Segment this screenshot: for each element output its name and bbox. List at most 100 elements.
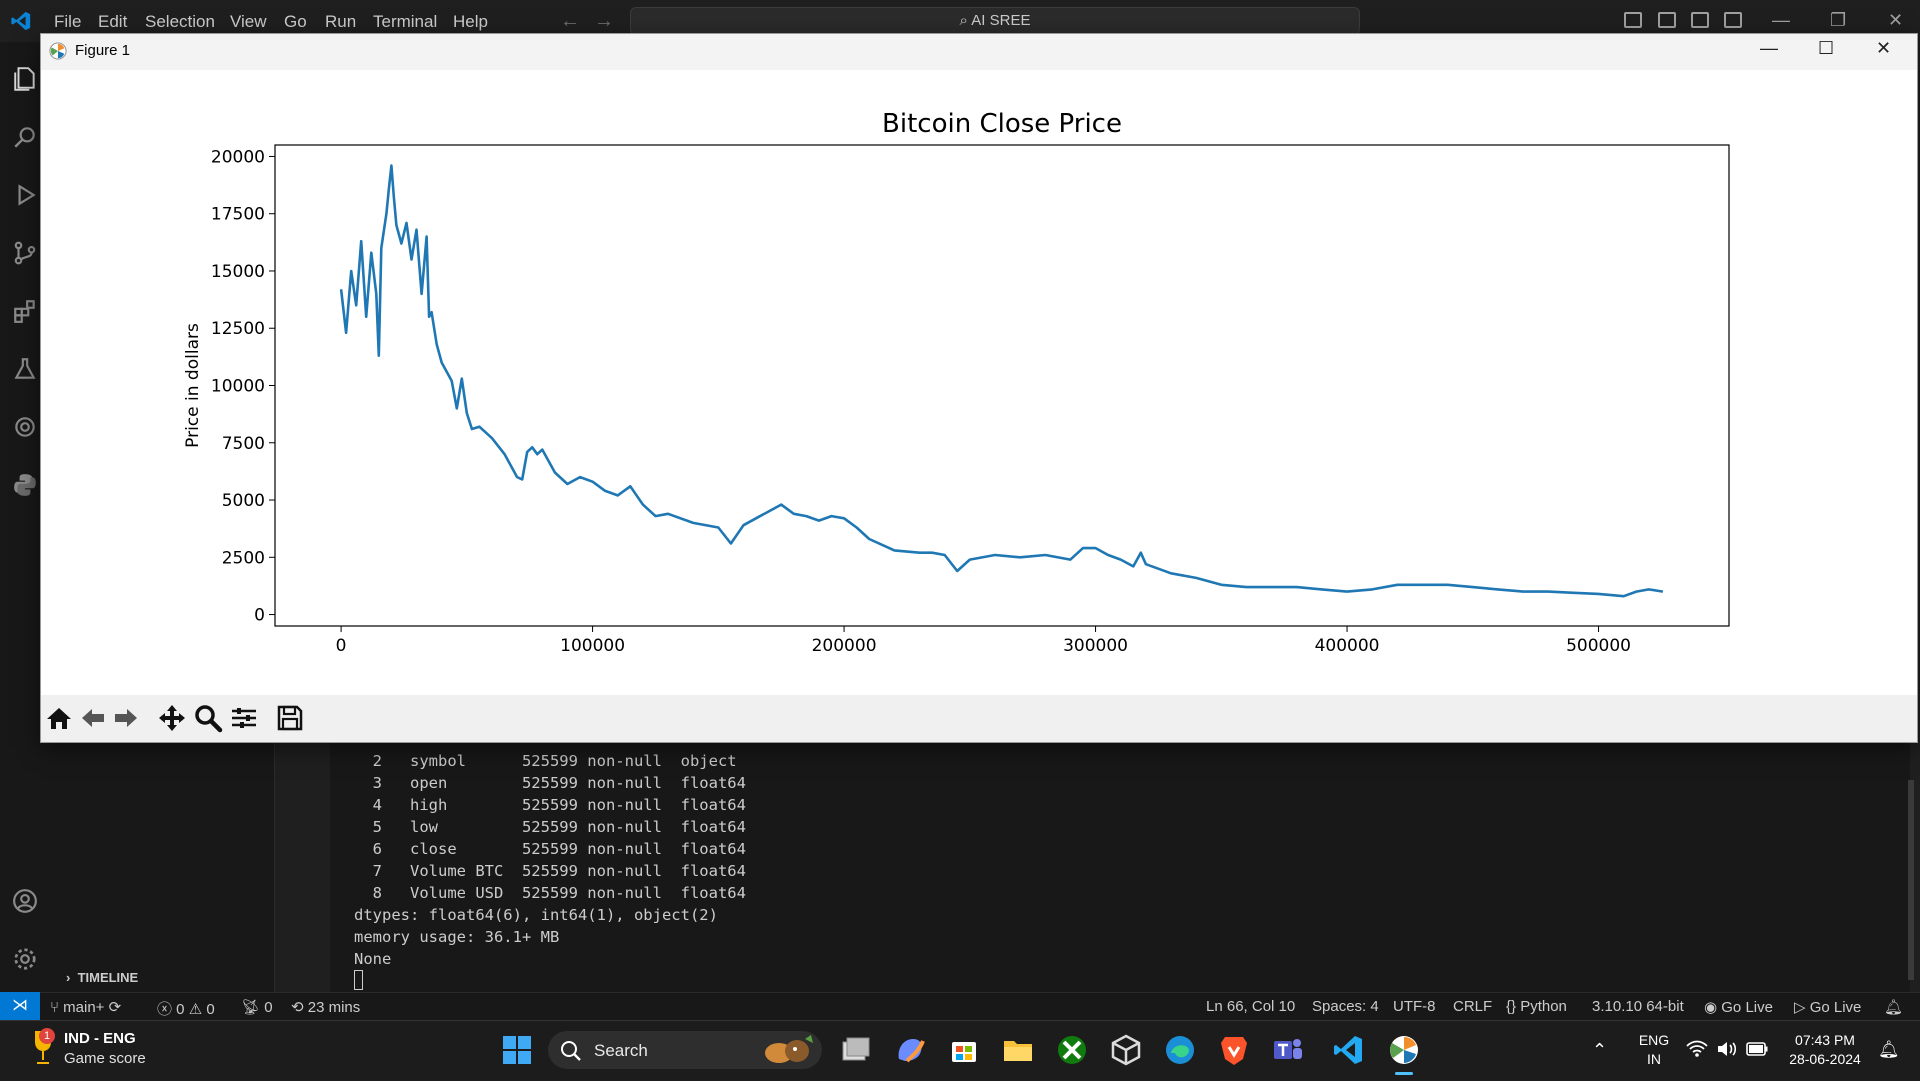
battery-icon[interactable] bbox=[1746, 1042, 1768, 1056]
menu-file[interactable]: File bbox=[54, 12, 82, 31]
notifications-bell-icon[interactable]: 🔔︎ bbox=[1884, 999, 1904, 1016]
x-tick-label: 300000 bbox=[1063, 636, 1128, 656]
warning-icon: ⚠ bbox=[188, 1001, 207, 1018]
configure-icon[interactable] bbox=[229, 703, 259, 733]
figure-canvas[interactable]: Bitcoin Close Price Price in dollars 0 2500… bbox=[41, 70, 1917, 695]
vscode-restore-icon[interactable]: ❐ bbox=[1830, 10, 1847, 30]
problems-indicator[interactable]: ⓧ 0 ⚠ 0 bbox=[157, 998, 215, 1019]
vscode-taskbar-icon[interactable] bbox=[1331, 1033, 1365, 1067]
matplotlib-taskbar-icon[interactable] bbox=[1387, 1033, 1421, 1067]
windows-start-icon[interactable] bbox=[500, 1033, 534, 1067]
toggle-sidebar-icon[interactable] bbox=[1624, 12, 1642, 28]
timeline-section-header[interactable]: › TIMELINE bbox=[66, 970, 138, 985]
zoom-icon[interactable] bbox=[193, 703, 223, 733]
toggle-secondary-sidebar-icon[interactable] bbox=[1691, 12, 1709, 28]
indentation[interactable]: Spaces: 4 bbox=[1312, 998, 1379, 1015]
brave-icon[interactable] bbox=[1217, 1033, 1251, 1067]
search-icon[interactable] bbox=[12, 124, 38, 150]
figure-toolbar bbox=[41, 695, 1917, 742]
figure-maximize-icon[interactable]: ☐ bbox=[1818, 38, 1835, 58]
language-bottom[interactable]: IN bbox=[1647, 1051, 1661, 1067]
tray-overflow-chevron-icon[interactable]: ⌃ bbox=[1592, 1040, 1608, 1060]
widget-title: IND - ENG bbox=[64, 1030, 136, 1047]
figure-titlebar[interactable] bbox=[41, 34, 1917, 70]
home-icon[interactable] bbox=[44, 703, 74, 733]
language-label: Python bbox=[1520, 998, 1567, 1015]
menu-help[interactable]: Help bbox=[453, 12, 488, 31]
x-tick-label: 500000 bbox=[1566, 636, 1631, 656]
vscode-logo-icon bbox=[11, 11, 31, 31]
back-arrow-icon[interactable] bbox=[78, 703, 108, 733]
end-of-line[interactable]: CRLF bbox=[1453, 998, 1493, 1015]
nav-back-icon[interactable]: ← bbox=[560, 10, 580, 32]
figure-close-icon[interactable]: ✕ bbox=[1876, 38, 1892, 58]
command-center-label: AI SREE bbox=[971, 12, 1031, 29]
settings-gear-icon[interactable] bbox=[12, 946, 38, 972]
volume-icon[interactable] bbox=[1716, 1040, 1738, 1058]
save-icon[interactable] bbox=[275, 703, 305, 733]
go-live-button-1[interactable]: ◉ Go Live bbox=[1704, 998, 1773, 1016]
vscode-close-icon[interactable]: ✕ bbox=[1888, 10, 1904, 30]
teams-icon[interactable] bbox=[1271, 1033, 1305, 1067]
terminal-line: 2 symbol 525599 non-null object bbox=[354, 752, 737, 770]
python-icon[interactable] bbox=[12, 472, 38, 498]
edge-icon[interactable] bbox=[1163, 1033, 1197, 1067]
customize-layout-icon[interactable] bbox=[1724, 12, 1742, 28]
history-icon: ⟲ bbox=[291, 999, 308, 1016]
pan-icon[interactable] bbox=[157, 703, 187, 733]
virtualbox-icon[interactable] bbox=[1109, 1033, 1143, 1067]
explorer-icon[interactable] bbox=[12, 66, 38, 92]
terminal-line: 4 high 525599 non-null float64 bbox=[354, 796, 746, 814]
language-mode[interactable]: {} Python bbox=[1506, 998, 1567, 1015]
go-live-button-2[interactable]: ▷ Go Live bbox=[1794, 998, 1861, 1016]
xbox-icon[interactable] bbox=[1055, 1033, 1089, 1067]
git-branch[interactable]: ⑂ main+ ⟳ bbox=[50, 998, 121, 1016]
clock-time[interactable]: 07:43 PM bbox=[1795, 1032, 1855, 1048]
source-control-icon[interactable] bbox=[12, 240, 38, 266]
extensions-icon[interactable] bbox=[12, 298, 38, 324]
encoding[interactable]: UTF-8 bbox=[1393, 998, 1436, 1015]
microsoft-store-icon[interactable] bbox=[947, 1033, 981, 1067]
menu-go[interactable]: Go bbox=[284, 12, 307, 31]
command-center[interactable]: ⌕ AI SREE bbox=[630, 7, 1360, 35]
menu-edit[interactable]: Edit bbox=[98, 12, 128, 31]
activity-bar bbox=[0, 42, 48, 992]
x-tick-label: 200000 bbox=[812, 636, 877, 656]
testing-icon[interactable] bbox=[12, 356, 38, 382]
cursor-position[interactable]: Ln 66, Col 10 bbox=[1206, 998, 1296, 1015]
run-debug-icon[interactable] bbox=[12, 182, 38, 208]
terminal-scrollbar[interactable] bbox=[1908, 780, 1914, 980]
news-widget[interactable]: 1 bbox=[30, 1028, 170, 1070]
time-tracker[interactable]: ⟲ 23 mins bbox=[291, 998, 360, 1016]
notification-bell-icon[interactable]: 🔔︎ bbox=[1878, 1040, 1900, 1059]
menu-view[interactable]: View bbox=[230, 12, 267, 31]
ai-assistant-icon[interactable] bbox=[12, 414, 38, 440]
search-icon bbox=[561, 1041, 581, 1061]
ports-count: 0 bbox=[264, 999, 273, 1016]
ports-indicator[interactable]: 📡︎ 0 bbox=[241, 998, 273, 1016]
bitcoin-close-price-chart[interactable]: Bitcoin Close Price Price in dollars 0 2500… bbox=[41, 70, 1917, 695]
python-interpreter[interactable]: 3.10.10 64-bit bbox=[1592, 998, 1684, 1015]
wifi-icon[interactable] bbox=[1686, 1040, 1708, 1058]
accounts-icon[interactable] bbox=[12, 888, 38, 914]
toggle-panel-icon[interactable] bbox=[1658, 12, 1676, 28]
remote-indicator-icon[interactable]: ⋊ bbox=[0, 992, 40, 1020]
figure-minimize-icon[interactable]: — bbox=[1760, 38, 1778, 58]
nav-forward-icon[interactable]: → bbox=[594, 10, 614, 32]
chevron-right-icon: › bbox=[66, 970, 78, 985]
git-branch-label: main+ bbox=[63, 999, 105, 1016]
y-axis-label: Price in dollars bbox=[183, 323, 203, 448]
copilot-icon[interactable] bbox=[893, 1033, 927, 1067]
y-tick-label: 5000 bbox=[222, 491, 265, 511]
menu-terminal[interactable]: Terminal bbox=[373, 12, 438, 31]
terminal-line: 7 Volume BTC 525599 non-null float64 bbox=[354, 862, 746, 880]
forward-arrow-icon[interactable] bbox=[111, 703, 141, 733]
menu-selection[interactable]: Selection bbox=[145, 12, 215, 31]
menu-run[interactable]: Run bbox=[325, 12, 357, 31]
vscode-minimize-icon[interactable]: — bbox=[1772, 10, 1790, 30]
clock-date[interactable]: 28-06-2024 bbox=[1789, 1051, 1861, 1067]
task-view-icon[interactable] bbox=[838, 1033, 872, 1067]
x-tick-label: 400000 bbox=[1315, 636, 1380, 656]
language-top[interactable]: ENG bbox=[1638, 1032, 1670, 1048]
file-explorer-icon[interactable] bbox=[1001, 1033, 1035, 1067]
